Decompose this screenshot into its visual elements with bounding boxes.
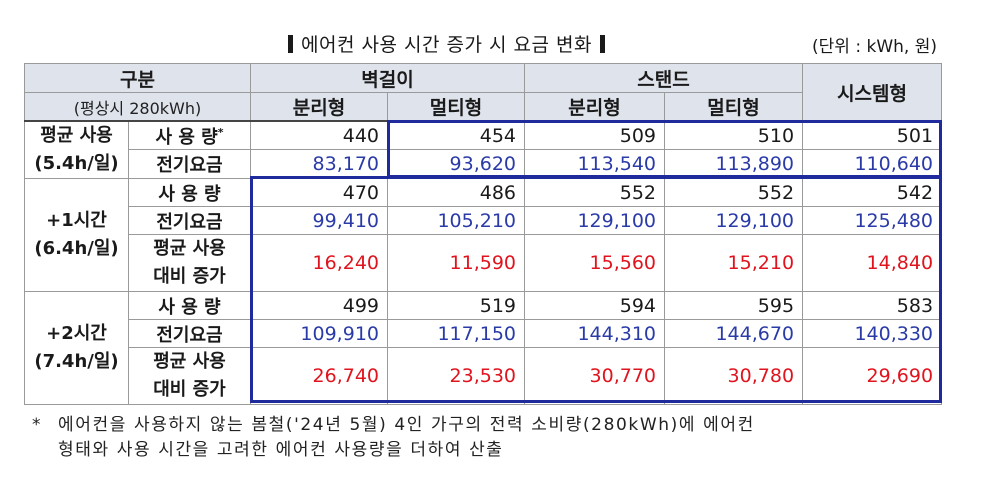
cell-bill: 117,150 [386,319,526,348]
group-plus1-title: +1시간 [46,210,107,231]
row-label-bill: 전기요금 [128,206,251,235]
cell-increase: 11,590 [386,234,526,292]
cell-increase: 15,210 [664,234,804,292]
group-plus2: +2시간 (7.4h/일) [24,291,129,405]
title-bar-right [599,35,605,53]
group-plus1: +1시간 (6.4h/일) [24,178,129,292]
header-stand: 스탠드 [524,63,804,93]
usage-star: * [217,125,224,139]
header-division-note: (평상시 280kWh) [24,92,251,122]
footnote-star: * [32,415,43,435]
cell-increase: 23,530 [386,347,526,405]
row-label-bill: 전기요금 [128,149,251,179]
footnote-line2: 형태와 사용 시간을 고려한 에어컨 사용량을 더하여 산출 [58,440,504,460]
header-wall-separate: 분리형 [250,92,388,122]
cell-bill: 129,100 [664,206,804,235]
cell-bill: 113,540 [524,149,666,179]
title-bar-left [288,35,293,53]
cell-increase: 30,770 [524,347,666,405]
cell-bill: 83,170 [250,149,388,179]
header-system: 시스템형 [802,63,943,122]
header-stand-separate: 분리형 [524,92,666,122]
unit-note: (단위 : kWh, 원) [812,37,937,57]
cell-increase: 30,780 [664,347,804,405]
cell-increase: 14,840 [802,234,943,292]
cell-value: 552 [524,178,666,207]
table-title-text: 에어컨 사용 시간 증가 시 요금 변화 [301,34,592,56]
table-title: 에어컨 사용 시간 증가 시 요금 변화 [280,30,613,57]
header-wall: 벽걸이 [249,63,526,93]
cell-value: 499 [250,291,388,320]
cell-value: 470 [250,178,388,207]
cell-value: 583 [802,291,943,320]
group-average-title: 평균 사용 [40,125,113,146]
fee-table: 구분 벽걸이 스탠드 시스템형 (평상시 280kWh) 분리형 멀티형 분리형… [24,63,943,405]
cell-value: 552 [664,178,804,207]
cell-bill: 109,910 [250,319,388,348]
row-label-usage: 사 용 량 [128,178,251,207]
group-plus1-hours: (6.4h/일) [34,238,119,259]
cell-bill: 125,480 [802,206,943,235]
cell-bill: 99,410 [250,206,388,235]
group-plus2-hours: (7.4h/일) [34,351,119,372]
cell-value: 510 [664,120,804,151]
cell-value: 594 [524,291,666,320]
group-average-hours: (5.4h/일) [34,153,119,174]
cell-value: 486 [386,178,526,207]
cell-bill: 105,210 [386,206,526,235]
header-stand-multi: 멀티형 [664,92,804,122]
cell-value: 509 [524,120,666,151]
cell-bill: 93,620 [386,149,526,179]
cell-increase: 15,560 [524,234,666,292]
cell-increase: 26,740 [250,347,388,405]
increase-label-line2: 대비 증가 [153,379,226,400]
cell-value: 542 [802,178,943,207]
header-wall-multi: 멀티형 [386,92,526,122]
cell-bill: 110,640 [802,149,943,179]
cell-value: 440 [250,120,388,151]
increase-label-line1: 평균 사용 [153,351,226,372]
increase-label-line1: 평균 사용 [153,238,226,259]
row-label-usage: 사 용 량 [128,291,251,320]
row-label-usage: 사 용 량* [128,120,251,151]
footnote-line1: 에어컨을 사용하지 않는 봄철('24년 5월) 4인 가구의 전력 소비량(2… [58,415,755,435]
cell-bill: 140,330 [802,319,943,348]
cell-bill: 144,670 [664,319,804,348]
group-average: 평균 사용 (5.4h/일) [24,120,129,179]
footnote: * 에어컨을 사용하지 않는 봄철('24년 5월) 4인 가구의 전력 소비량… [32,413,755,463]
cell-value: 519 [386,291,526,320]
row-label-bill: 전기요금 [128,319,251,348]
usage-label-text: 사 용 량 [155,126,218,148]
cell-bill: 113,890 [664,149,804,179]
cell-bill: 129,100 [524,206,666,235]
cell-value: 501 [802,120,943,151]
increase-label-line2: 대비 증가 [153,266,226,287]
cell-bill: 144,310 [524,319,666,348]
group-plus2-title: +2시간 [46,323,107,344]
cell-value: 595 [664,291,804,320]
header-division: 구분 [24,63,251,93]
title-row: 에어컨 사용 시간 증가 시 요금 변화 (단위 : kWh, 원) [0,30,981,57]
cell-increase: 16,240 [250,234,388,292]
cell-value: 454 [386,120,526,151]
cell-increase: 29,690 [802,347,943,405]
